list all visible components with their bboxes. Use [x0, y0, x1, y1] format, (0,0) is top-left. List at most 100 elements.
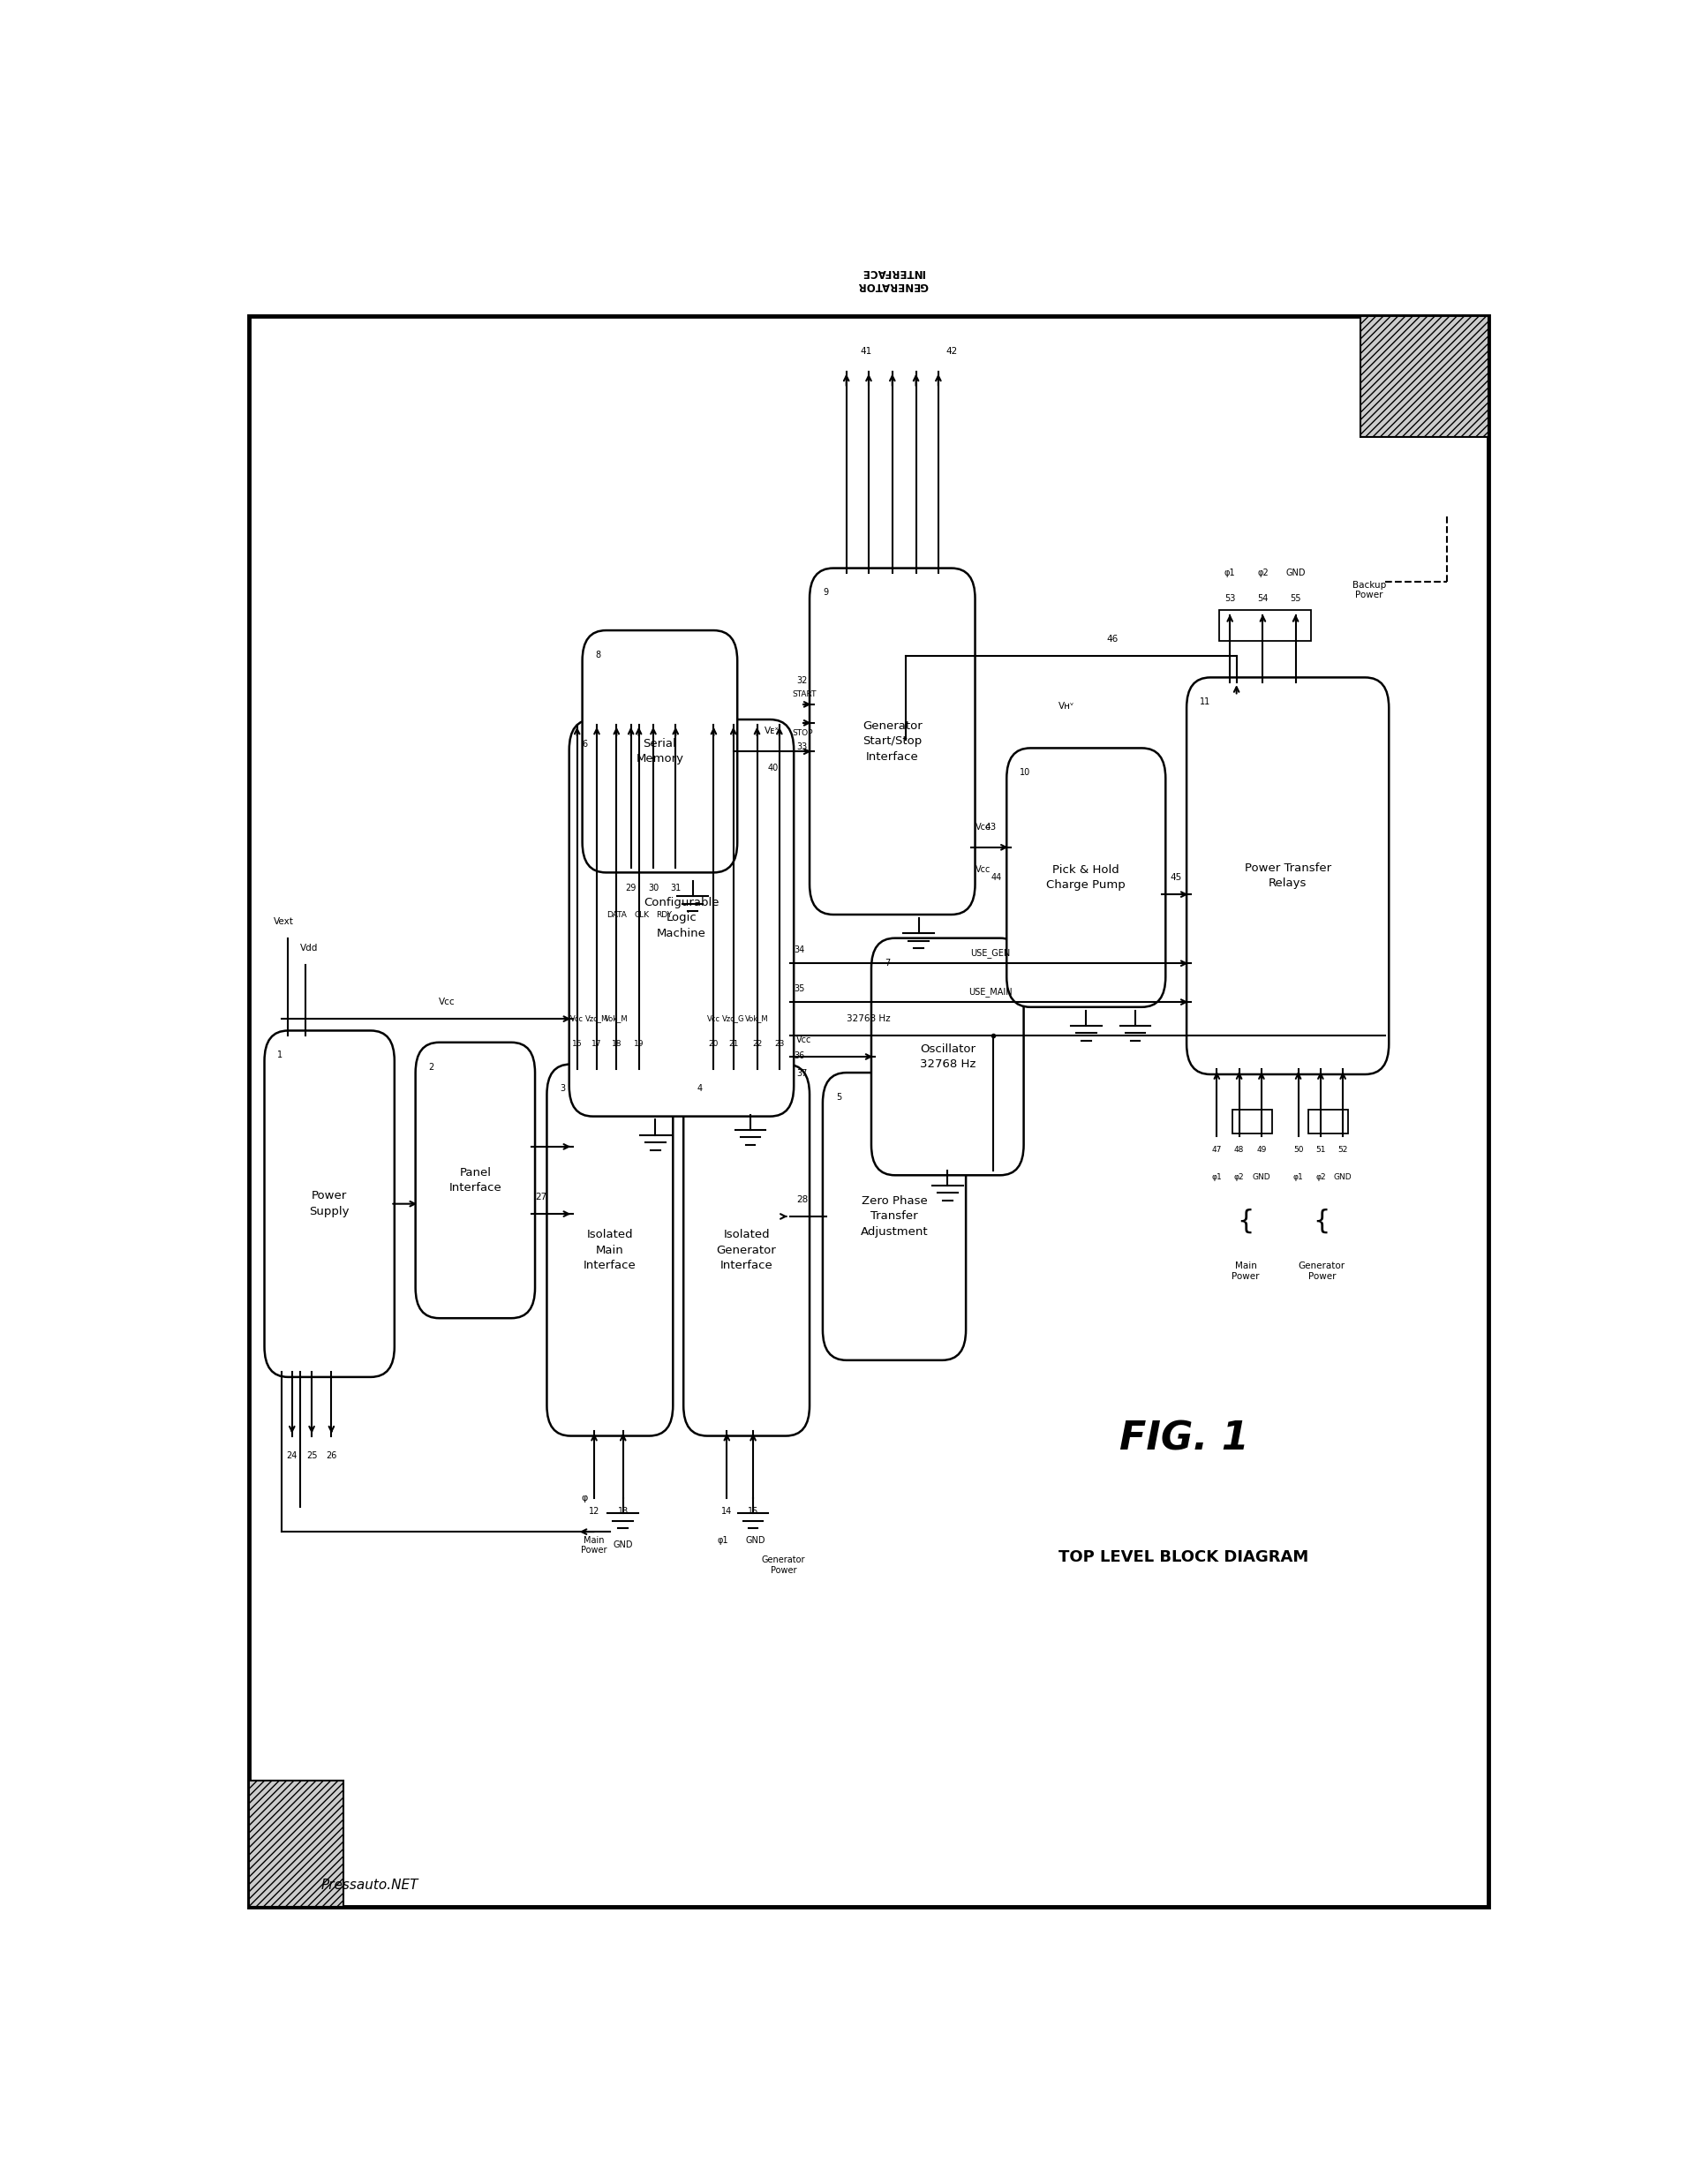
Text: φ2: φ2: [1258, 568, 1268, 577]
Text: 17: 17: [592, 1040, 602, 1048]
Text: Vext: Vext: [275, 917, 295, 926]
Text: 7: 7: [885, 959, 890, 968]
FancyBboxPatch shape: [1219, 609, 1312, 640]
Text: Vcc: Vcc: [439, 998, 456, 1007]
Text: 2: 2: [429, 1064, 434, 1072]
Text: 15: 15: [747, 1507, 759, 1516]
Text: Pressauto.NET: Pressauto.NET: [320, 1878, 419, 1891]
FancyBboxPatch shape: [683, 1064, 810, 1435]
Text: Vdd: Vdd: [300, 943, 319, 952]
Text: φ1: φ1: [1212, 1173, 1222, 1182]
Text: 10: 10: [1020, 769, 1031, 778]
Text: RDY: RDY: [656, 911, 671, 919]
Text: 12: 12: [588, 1507, 600, 1516]
Text: Main
Power: Main Power: [581, 1535, 607, 1555]
Text: 49: 49: [1256, 1147, 1266, 1153]
Text: 28: 28: [797, 1195, 809, 1203]
Text: GND: GND: [1334, 1173, 1353, 1182]
Text: 25: 25: [307, 1452, 317, 1461]
Text: CLK: CLK: [634, 911, 649, 919]
Text: Vcc: Vcc: [797, 1035, 812, 1044]
Text: 35: 35: [793, 985, 805, 994]
Text: Configurable
Logic
Machine: Configurable Logic Machine: [644, 898, 719, 939]
Text: 54: 54: [1258, 594, 1268, 603]
Text: 31: 31: [670, 882, 681, 891]
Text: 13: 13: [617, 1507, 629, 1516]
Text: 20: 20: [709, 1040, 719, 1048]
Text: 4: 4: [697, 1085, 702, 1094]
FancyBboxPatch shape: [822, 1072, 966, 1361]
Text: Vzc_M: Vzc_M: [585, 1016, 609, 1022]
Text: Vᴇˣₜ: Vᴇˣₜ: [764, 727, 783, 736]
Text: 32: 32: [797, 677, 807, 686]
Text: Backup
Power: Backup Power: [1353, 581, 1387, 601]
Text: Main
Power: Main Power: [1232, 1262, 1259, 1280]
Text: 45: 45: [1170, 874, 1181, 882]
Text: {: {: [1314, 1208, 1331, 1234]
Polygon shape: [1359, 317, 1488, 437]
Text: Panel
Interface: Panel Interface: [449, 1166, 502, 1195]
Text: 30: 30: [647, 882, 659, 891]
Text: GND: GND: [746, 1535, 766, 1544]
Text: 3: 3: [559, 1085, 566, 1094]
FancyBboxPatch shape: [264, 1031, 395, 1378]
Text: 29: 29: [625, 882, 636, 891]
Text: 48: 48: [1234, 1147, 1244, 1153]
Text: φ: φ: [581, 1494, 588, 1503]
Text: 14: 14: [722, 1507, 732, 1516]
Text: Vcc: Vcc: [707, 1016, 720, 1022]
Text: Vʜᵛ: Vʜᵛ: [1058, 701, 1075, 710]
Text: DATA: DATA: [607, 911, 627, 919]
Text: 5: 5: [836, 1092, 841, 1101]
Text: 6: 6: [583, 740, 588, 749]
FancyBboxPatch shape: [249, 317, 1488, 1907]
FancyBboxPatch shape: [1186, 677, 1388, 1075]
FancyBboxPatch shape: [810, 568, 975, 915]
Text: 53: 53: [1224, 594, 1236, 603]
Text: 36: 36: [793, 1051, 805, 1059]
Text: 41: 41: [859, 347, 871, 356]
Text: Power Transfer
Relays: Power Transfer Relays: [1244, 863, 1331, 889]
Text: Oscillator
32768 Hz: Oscillator 32768 Hz: [919, 1044, 976, 1070]
Text: 21: 21: [729, 1040, 739, 1048]
Text: Vzc_G: Vzc_G: [722, 1016, 744, 1022]
Text: 43: 43: [985, 823, 997, 832]
Text: φ1: φ1: [717, 1535, 729, 1544]
Text: Zero Phase
Transfer
Adjustment: Zero Phase Transfer Adjustment: [861, 1195, 929, 1238]
Text: Power
Supply: Power Supply: [310, 1190, 349, 1216]
Text: Pick & Hold
Charge Pump: Pick & Hold Charge Pump: [1046, 865, 1125, 891]
Text: Isolated
Main
Interface: Isolated Main Interface: [583, 1230, 636, 1271]
Text: TOP LEVEL BLOCK DIAGRAM: TOP LEVEL BLOCK DIAGRAM: [1059, 1548, 1309, 1566]
FancyBboxPatch shape: [583, 631, 737, 874]
Text: 44: 44: [992, 874, 1002, 882]
Text: STOP: STOP: [793, 729, 814, 736]
FancyBboxPatch shape: [415, 1042, 536, 1319]
Text: START: START: [793, 690, 817, 699]
Text: 42: 42: [946, 347, 958, 356]
FancyBboxPatch shape: [1007, 749, 1166, 1007]
Text: GND: GND: [614, 1540, 632, 1551]
Text: Isolated
Generator
Interface: Isolated Generator Interface: [717, 1230, 776, 1271]
Text: {: {: [1237, 1208, 1254, 1234]
Text: Generator
Start/Stop
Interface: Generator Start/Stop Interface: [863, 721, 922, 762]
Text: Vok_M: Vok_M: [605, 1016, 629, 1022]
Text: Vcc: Vcc: [975, 823, 990, 832]
Text: 22: 22: [753, 1040, 763, 1048]
Text: 46: 46: [1107, 633, 1119, 644]
Text: 11: 11: [1200, 697, 1210, 705]
Text: 34: 34: [793, 946, 805, 954]
Text: 24: 24: [286, 1452, 297, 1461]
FancyBboxPatch shape: [1232, 1109, 1271, 1133]
Text: 33: 33: [797, 743, 807, 751]
Text: Generator
Power: Generator Power: [1298, 1262, 1346, 1280]
Text: USE_MAIN: USE_MAIN: [968, 987, 1012, 996]
Text: GND: GND: [1253, 1173, 1271, 1182]
Text: φ2: φ2: [1315, 1173, 1325, 1182]
FancyBboxPatch shape: [871, 939, 1024, 1175]
Text: 8: 8: [595, 651, 600, 660]
Text: USE_GEN: USE_GEN: [970, 948, 1010, 959]
Text: 32768 Hz: 32768 Hz: [848, 1013, 890, 1024]
Text: 19: 19: [634, 1040, 644, 1048]
Text: 26: 26: [325, 1452, 337, 1461]
Text: φ2: φ2: [1234, 1173, 1244, 1182]
